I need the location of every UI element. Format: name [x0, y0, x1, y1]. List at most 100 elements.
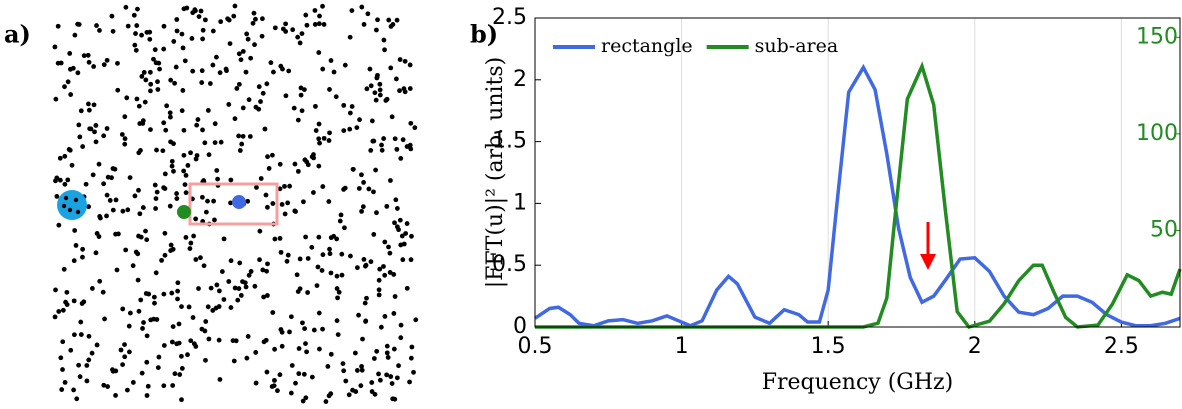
particle	[362, 263, 368, 269]
particle	[311, 152, 316, 157]
particle	[130, 380, 136, 385]
particle	[396, 363, 401, 369]
particle	[303, 395, 309, 401]
particle	[140, 326, 145, 331]
particle	[369, 380, 375, 385]
particle	[154, 317, 160, 322]
particle	[292, 208, 298, 214]
particle	[199, 80, 205, 85]
particle	[328, 351, 334, 357]
particle	[289, 363, 295, 368]
particle	[110, 28, 116, 34]
particle	[277, 235, 283, 241]
particle	[174, 341, 180, 347]
particle	[210, 28, 216, 34]
particle	[337, 218, 343, 224]
particle	[335, 295, 340, 301]
particle	[190, 68, 196, 74]
particle	[225, 16, 231, 22]
particle	[376, 277, 382, 283]
particle	[65, 177, 71, 183]
particle	[264, 369, 270, 375]
particle	[272, 346, 277, 352]
particle	[55, 23, 61, 29]
particle	[200, 36, 205, 42]
particle	[387, 250, 393, 256]
particle	[379, 142, 384, 148]
particle	[368, 83, 374, 89]
particle	[257, 228, 263, 234]
particle	[382, 272, 388, 278]
particle	[179, 108, 185, 114]
particle	[162, 171, 168, 177]
particle	[179, 365, 185, 371]
particle	[58, 355, 64, 361]
particle	[60, 339, 66, 345]
particle	[189, 36, 195, 41]
particle	[97, 27, 102, 33]
particle	[392, 396, 398, 402]
particle	[295, 34, 301, 40]
particle	[67, 207, 73, 213]
particle	[320, 326, 325, 332]
particle	[202, 328, 208, 334]
particle	[80, 254, 85, 260]
particle	[311, 327, 317, 333]
particle	[280, 26, 286, 32]
particle	[84, 363, 90, 368]
particle	[394, 206, 400, 211]
particle	[171, 39, 177, 44]
particle	[80, 144, 86, 149]
particle	[239, 141, 245, 147]
particle	[131, 12, 137, 18]
particle	[247, 134, 253, 139]
particle	[148, 88, 153, 94]
particle	[298, 85, 304, 91]
series-line	[535, 61, 1182, 330]
particle	[93, 139, 99, 145]
particle	[374, 75, 380, 80]
particle	[54, 193, 60, 199]
y-tick-label: 1	[513, 190, 527, 215]
particle	[376, 371, 381, 377]
particle	[113, 231, 118, 237]
particle	[294, 272, 300, 278]
particle	[305, 162, 311, 168]
particle	[269, 152, 275, 158]
particle	[182, 58, 188, 64]
particle	[218, 139, 224, 145]
particle	[142, 99, 148, 105]
particle	[369, 118, 375, 124]
particle	[297, 40, 303, 46]
particle	[397, 57, 403, 62]
particle	[315, 264, 321, 270]
particle	[161, 383, 167, 389]
particle	[316, 163, 322, 169]
particle	[75, 209, 81, 215]
particle	[259, 33, 265, 39]
particle	[134, 23, 140, 28]
source-dot	[57, 190, 87, 220]
particle	[96, 234, 102, 239]
particle	[135, 6, 140, 12]
particle	[137, 211, 143, 217]
particle	[384, 203, 390, 209]
particle	[141, 70, 147, 75]
particle	[234, 86, 240, 91]
particle	[132, 193, 138, 199]
particle	[62, 153, 68, 159]
particle	[327, 251, 333, 257]
particle	[74, 396, 80, 402]
particle	[248, 55, 254, 61]
particle	[356, 312, 361, 318]
particle	[93, 250, 99, 256]
particle	[191, 341, 197, 347]
particle	[245, 334, 251, 339]
particle	[293, 380, 298, 386]
particle	[377, 266, 383, 272]
particle	[228, 305, 234, 310]
particle	[122, 354, 128, 360]
particle	[86, 59, 92, 65]
particle	[348, 253, 353, 259]
